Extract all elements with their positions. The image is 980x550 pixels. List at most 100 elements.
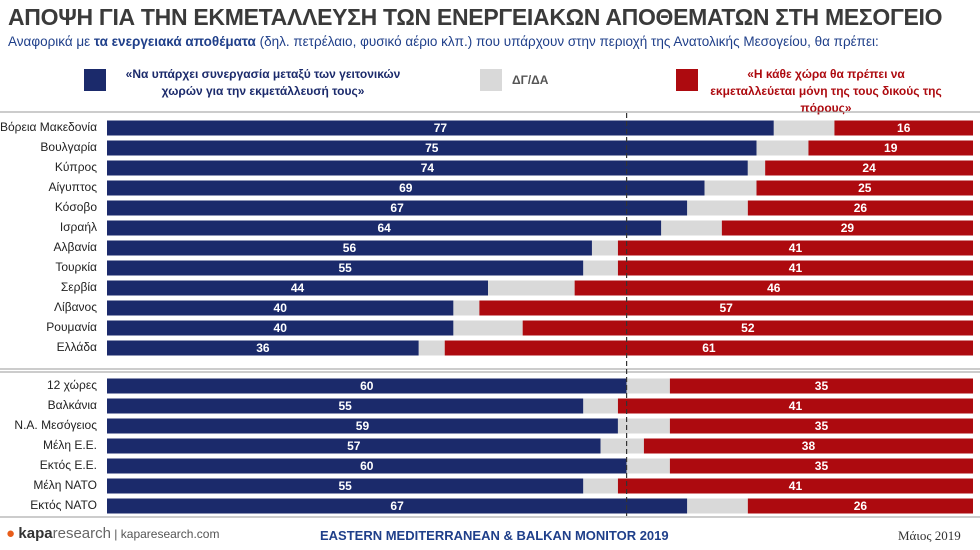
- y-tick-label: Κόσοβο: [55, 200, 98, 214]
- bar-segment: [687, 498, 748, 514]
- logo-text: research: [52, 525, 111, 542]
- data-label: 26: [854, 499, 868, 513]
- legend-swatch: [480, 69, 502, 91]
- bar-segment: [747, 498, 973, 514]
- bar-segment: [444, 340, 973, 356]
- y-tick-label: Αίγυπτος: [48, 180, 97, 194]
- bar-segment: [107, 180, 705, 196]
- y-tick-label: Βόρεια Μακεδονία: [0, 120, 97, 134]
- y-tick-label: Βουλγαρία: [40, 140, 97, 154]
- data-label: 40: [274, 321, 288, 335]
- bar-segment: [687, 200, 748, 216]
- subtitle-part: τα ενεργειακά αποθέματα: [93, 34, 256, 49]
- legend-item: ΔΓ/ΔΑ: [480, 66, 600, 91]
- data-label: 56: [343, 241, 357, 255]
- data-label: 35: [815, 459, 829, 473]
- bar-segment: [626, 378, 670, 394]
- footer-date: Μάιος 2019: [898, 528, 961, 543]
- data-label: 67: [390, 499, 404, 513]
- y-tick-label: Αλβανία: [54, 240, 98, 254]
- data-label: 44: [291, 281, 305, 295]
- bar-segment: [107, 418, 618, 434]
- y-tick-label: Σερβία: [61, 280, 97, 294]
- legend-item: «Να υπάρχει συνεργασία μεταξύ των γειτον…: [84, 66, 414, 100]
- bar-segment: [669, 418, 973, 434]
- data-label: 67: [390, 201, 404, 215]
- bar-segment: [669, 378, 973, 394]
- data-label: 64: [377, 221, 391, 235]
- bar-segment: [107, 260, 584, 276]
- bar-segment: [747, 200, 973, 216]
- bar-segment: [617, 260, 973, 276]
- bar-segment: [107, 340, 419, 356]
- data-label: 24: [862, 161, 876, 175]
- bar-segment: [747, 160, 766, 176]
- data-label: 36: [256, 341, 270, 355]
- y-tick-label: Εκτός ΝΑΤΟ: [30, 498, 97, 512]
- bar-segment: [617, 398, 973, 414]
- chart-title: ΑΠΟΨΗ ΓΙΑ ΤΗΝ ΕΚΜΕΤΑΛΛΕΥΣΗ ΤΩΝ ΕΝΕΡΓΕΙΑΚ…: [8, 4, 943, 30]
- data-label: 55: [338, 399, 352, 413]
- bar-segment: [107, 398, 584, 414]
- data-label: 77: [434, 121, 448, 135]
- data-label: 55: [338, 479, 352, 493]
- bar-segment: [107, 378, 627, 394]
- bar-segment: [756, 140, 809, 156]
- data-label: 57: [720, 301, 734, 315]
- bar-segment: [765, 160, 973, 176]
- site: kaparesearch.com: [120, 527, 220, 541]
- bar-segment: [107, 120, 774, 136]
- y-tick-label: Ελλάδα: [57, 340, 97, 354]
- data-label: 60: [360, 379, 374, 393]
- data-label: 41: [789, 261, 803, 275]
- bar-segment: [522, 320, 973, 336]
- data-label: 35: [815, 379, 829, 393]
- bar-segment: [453, 320, 523, 336]
- data-label: 35: [815, 419, 829, 433]
- bar-segment: [583, 478, 618, 494]
- bar-segment: [808, 140, 973, 156]
- data-label: 55: [338, 261, 352, 275]
- bar-segment: [107, 140, 757, 156]
- data-label: 41: [789, 399, 803, 413]
- legend-swatch: [676, 69, 698, 91]
- data-label: 61: [702, 341, 716, 355]
- data-label: 19: [884, 141, 898, 155]
- y-tick-label: Βαλκάνια: [48, 398, 97, 412]
- bar-segment: [583, 260, 618, 276]
- y-tick-label: Λίβανος: [54, 300, 97, 314]
- bar-segment: [107, 458, 627, 474]
- bar-segment: [107, 240, 592, 256]
- data-label: 69: [399, 181, 413, 195]
- bar-segment: [453, 300, 480, 316]
- bar-segment: [107, 200, 688, 216]
- bar-segment: [773, 120, 835, 136]
- y-tick-label: Ν.Α. Μεσόγειος: [14, 418, 97, 432]
- data-label: 57: [347, 439, 361, 453]
- bar-segment: [479, 300, 973, 316]
- data-label: 40: [274, 301, 288, 315]
- logo-text: kapa: [18, 525, 53, 542]
- bar-segment: [107, 320, 454, 336]
- data-label: 41: [789, 241, 803, 255]
- subtitle-part: Αναφορικά με: [8, 34, 94, 49]
- bar-segment: [583, 398, 618, 414]
- data-label: 25: [858, 181, 872, 195]
- bar-segment: [669, 458, 973, 474]
- data-label: 46: [767, 281, 781, 295]
- legend-swatch: [84, 69, 106, 91]
- y-tick-label: Μέλη ΝΑΤΟ: [33, 478, 97, 492]
- data-label: 60: [360, 459, 374, 473]
- bar-segment: [107, 300, 454, 316]
- bar-segment: [488, 280, 575, 296]
- footer-title: EASTERN MEDITERRANEAN & BALKAN MONITOR 2…: [320, 528, 669, 543]
- data-label: 29: [841, 221, 855, 235]
- subtitle-part: (δηλ. πετρέλαιο, φυσικό αέριο κλπ.) που …: [255, 34, 879, 49]
- bar-segment: [107, 280, 489, 296]
- data-label: 26: [854, 201, 868, 215]
- bar-segment: [574, 280, 973, 296]
- bar-segment: [591, 240, 618, 256]
- y-tick-label: Εκτός Ε.Ε.: [40, 458, 97, 472]
